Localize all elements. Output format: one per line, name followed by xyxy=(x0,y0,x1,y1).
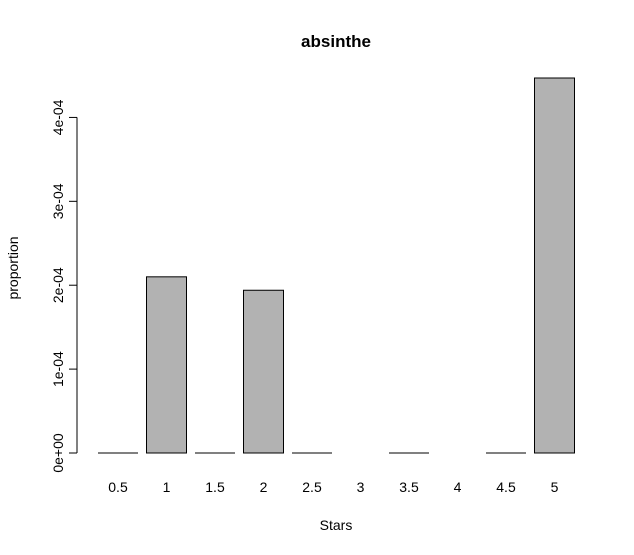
y-axis-label: proportion xyxy=(5,236,21,299)
x-tick-label: 5 xyxy=(551,479,559,495)
x-tick-label: 1 xyxy=(163,479,171,495)
y-tick-label: 2e-04 xyxy=(50,267,66,303)
x-tick-label: 3 xyxy=(357,479,365,495)
chart-title: absinthe xyxy=(301,32,371,51)
x-tick-label: 4 xyxy=(454,479,462,495)
bar-5 xyxy=(534,77,575,454)
y-tick-label: 3e-04 xyxy=(50,183,66,219)
x-axis-label: Stars xyxy=(320,517,353,533)
x-tick-label: 1.5 xyxy=(205,479,225,495)
bar-2 xyxy=(243,289,284,454)
y-tick-label: 1e-04 xyxy=(50,351,66,387)
x-tick-label: 0.5 xyxy=(108,479,128,495)
bar-1 xyxy=(146,276,187,454)
x-tick-label: 2.5 xyxy=(302,479,322,495)
x-tick-label: 3.5 xyxy=(399,479,419,495)
x-tick-label: 2 xyxy=(260,479,268,495)
y-tick-label: 4e-04 xyxy=(50,99,66,135)
y-tick-label: 0e+00 xyxy=(50,433,66,473)
x-tick-label: 4.5 xyxy=(496,479,516,495)
plot-area: 0.5 1 1.5 2 2.5 3 3.5 4 4.5 5 0e+00 1e-04 2e-04 3e-04… xyxy=(50,77,575,495)
